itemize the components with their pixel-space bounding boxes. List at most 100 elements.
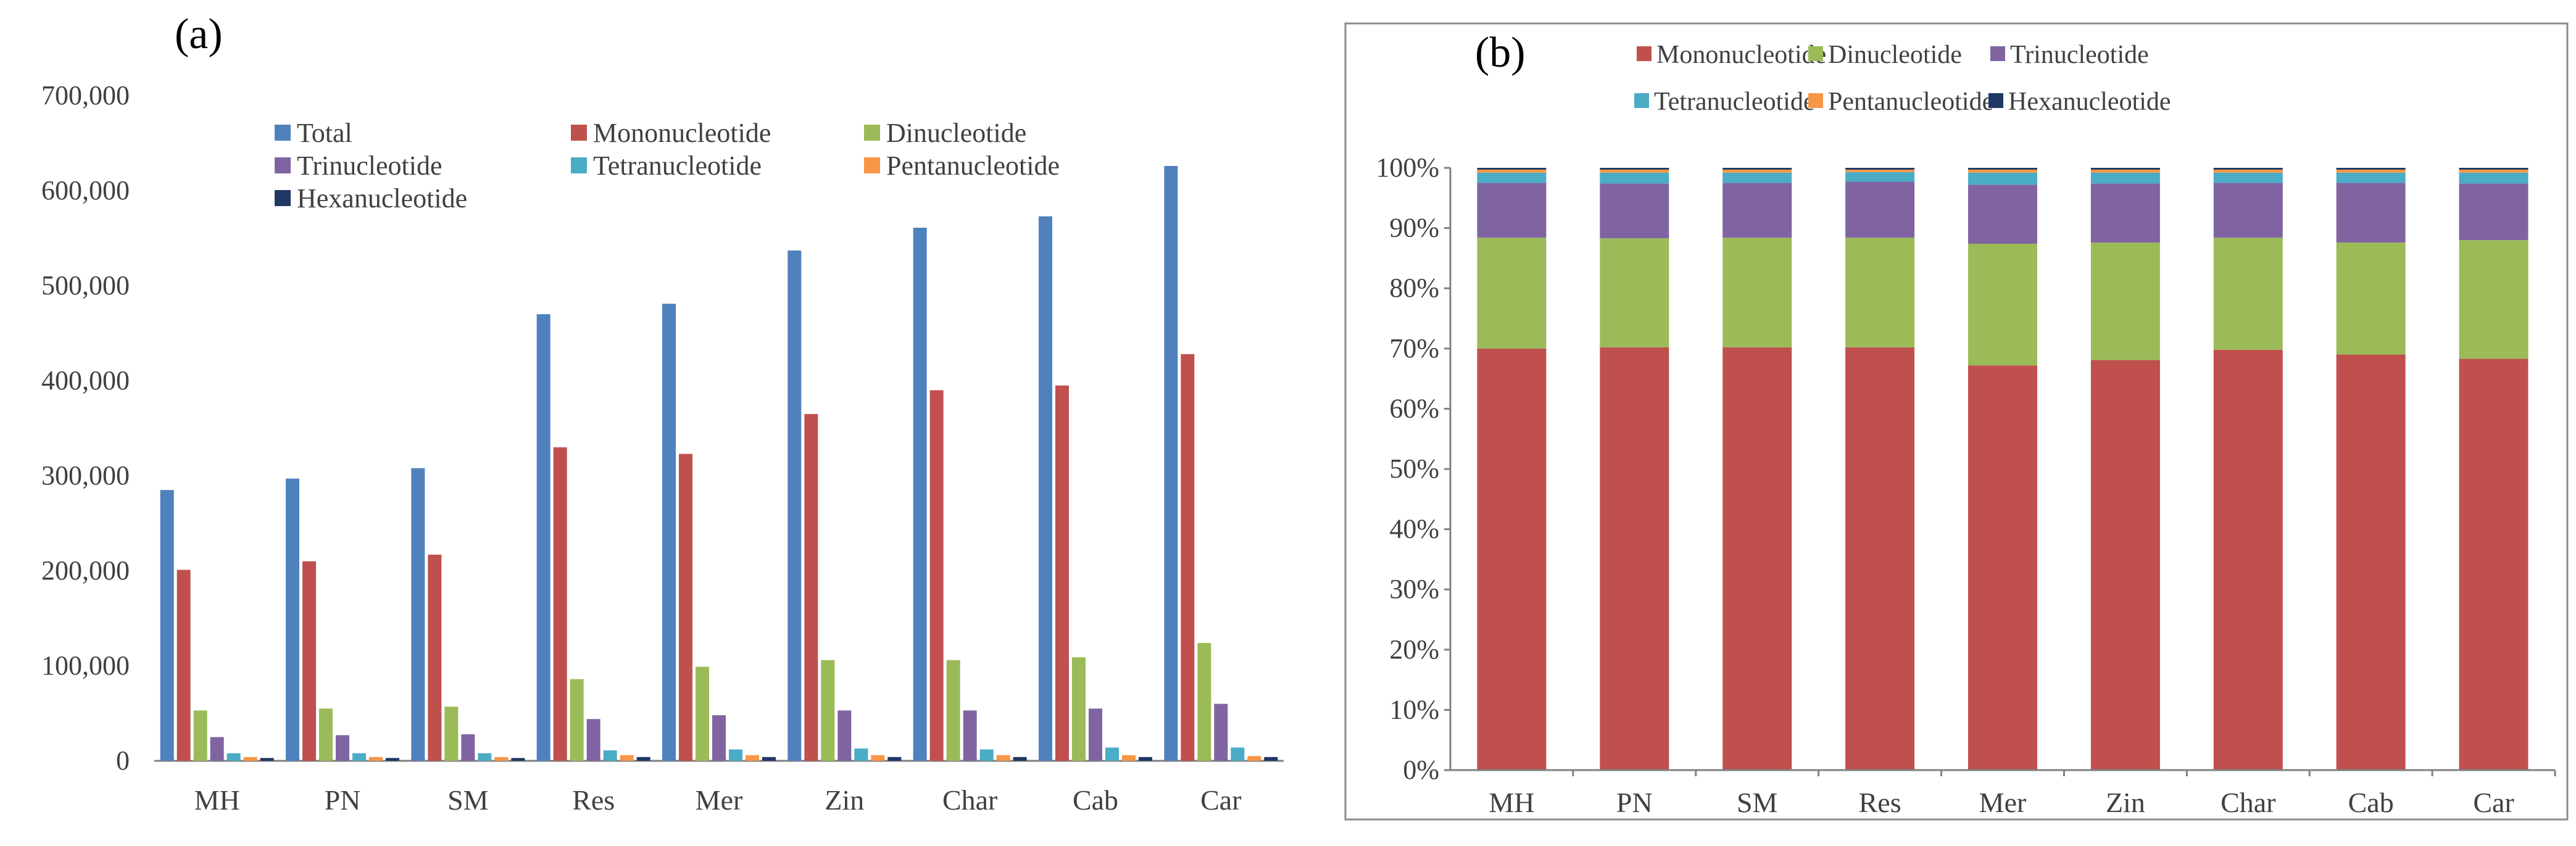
a-bar-pentanucleotide-mh <box>243 757 257 761</box>
b-ytick-label: 90% <box>1389 213 1439 243</box>
b-bar-tetranucleotide-pn <box>1600 172 1669 184</box>
a-bar-dinucleotide-mh <box>193 710 207 761</box>
panel-b-frame <box>1344 22 2569 821</box>
a-ytick-label: 700,000 <box>41 80 130 110</box>
b-bar-dinucleotide-zin <box>2090 243 2160 360</box>
b-bar-pentanucleotide-cab <box>2336 169 2406 173</box>
b-bar-trinucleotide-res <box>1845 181 1915 238</box>
a-bar-tetranucleotide-mer <box>729 749 742 761</box>
a-legend-swatch-mononucleotide <box>571 125 587 141</box>
a-bar-mononucleotide-cab <box>1055 385 1069 761</box>
b-bar-dinucleotide-mh <box>1477 238 1547 349</box>
b-bar-mononucleotide-cab <box>2336 354 2406 770</box>
a-bar-pentanucleotide-pn <box>369 757 383 761</box>
a-legend-label-trinucleotide: Trinucleotide <box>297 151 442 181</box>
a-x-tick-label: Car <box>1200 784 1241 816</box>
b-ytick-label: 100% <box>1376 152 1439 183</box>
a-bar-pentanucleotide-mer <box>746 755 759 761</box>
a-bar-tetranucleotide-res <box>603 750 617 761</box>
b-bar-trinucleotide-char <box>2213 183 2283 238</box>
a-legend-label-pentanucleotide: Pentanucleotide <box>886 151 1060 181</box>
b-bar-hexanucleotide-char <box>2213 168 2283 170</box>
a-bar-trinucleotide-pn <box>336 735 349 761</box>
a-bar-hexanucleotide-car <box>1264 757 1278 761</box>
b-bar-dinucleotide-car <box>2459 240 2528 359</box>
b-bar-trinucleotide-pn <box>1600 183 1669 239</box>
b-bar-mononucleotide-sm <box>1722 347 1792 770</box>
b-bar-tetranucleotide-mh <box>1477 172 1547 183</box>
a-bar-mononucleotide-car <box>1181 354 1195 761</box>
a-legend-swatch-total <box>275 125 291 141</box>
b-bar-pentanucleotide-res <box>1845 169 1915 172</box>
b-bar-pentanucleotide-pn <box>1600 169 1669 173</box>
b-legend-swatch-mononucleotide <box>1637 46 1652 61</box>
a-legend-label-total: Total <box>297 118 352 148</box>
b-x-tick-label: PN <box>1616 787 1653 818</box>
a-bar-dinucleotide-zin <box>821 660 835 761</box>
b-bar-trinucleotide-car <box>2459 183 2528 241</box>
b-bar-dinucleotide-cab <box>2336 243 2406 355</box>
b-bar-hexanucleotide-zin <box>2090 168 2160 170</box>
b-bar-hexanucleotide-res <box>1845 168 1915 170</box>
a-bar-mononucleotide-mh <box>177 570 191 761</box>
a-bar-trinucleotide-cab <box>1089 708 1102 761</box>
a-x-tick-label: Cab <box>1073 784 1118 816</box>
b-bar-mononucleotide-char <box>2213 349 2283 770</box>
a-bar-dinucleotide-car <box>1197 643 1211 761</box>
panel-b-chart: (b) 0% 10% 20% 30% 40% 50% 60% 70% 80% 90% 100% MH… <box>1344 22 2569 821</box>
a-bar-trinucleotide-car <box>1214 703 1228 761</box>
a-x-tick-label: Zin <box>825 784 864 816</box>
a-legend-swatch-dinucleotide <box>864 125 880 141</box>
a-bar-mononucleotide-zin <box>804 413 818 761</box>
b-bar-tetranucleotide-car <box>2459 172 2528 184</box>
b-bar-tetranucleotide-char <box>2213 172 2283 183</box>
b-ytick-label: 0% <box>1403 755 1439 785</box>
b-bar-tetranucleotide-zin <box>2090 172 2160 184</box>
a-legend-label-dinucleotide: Dinucleotide <box>886 118 1026 148</box>
b-bar-trinucleotide-sm <box>1722 183 1792 238</box>
b-legend-label-trinucleotide: Trinucleotide <box>2010 41 2149 69</box>
b-ytick-label: 30% <box>1389 574 1439 604</box>
b-ytick-label: 50% <box>1389 454 1439 484</box>
b-legend-label-pentanucleotide: Pentanucleotide <box>1828 88 1993 116</box>
a-bar-dinucleotide-mer <box>696 666 709 761</box>
b-ytick-label: 70% <box>1389 333 1439 363</box>
b-x-tick-label: SM <box>1737 787 1777 818</box>
b-x-tick-label: Res <box>1859 787 1901 818</box>
a-x-tick-label: MH <box>194 784 240 816</box>
b-bar-tetranucleotide-cab <box>2336 172 2406 183</box>
a-bar-hexanucleotide-pn <box>386 758 399 761</box>
a-bar-pentanucleotide-cab <box>1122 755 1136 761</box>
a-bar-total-mh <box>160 490 174 761</box>
a-bar-tetranucleotide-zin <box>854 748 868 761</box>
b-bar-hexanucleotide-cab <box>2336 168 2406 170</box>
a-bar-total-res <box>536 314 551 761</box>
a-bar-hexanucleotide-zin <box>887 757 902 761</box>
a-bar-total-cab <box>1039 216 1052 761</box>
a-bar-tetranucleotide-char <box>979 749 994 761</box>
a-legend-swatch-hexanucleotide <box>275 190 291 206</box>
a-bar-dinucleotide-sm <box>444 707 459 761</box>
a-legend-label-hexanucleotide: Hexanucleotide <box>297 183 467 214</box>
a-bar-pentanucleotide-car <box>1247 756 1261 761</box>
a-bar-trinucleotide-mh <box>210 737 224 761</box>
b-bar-mononucleotide-mer <box>1968 365 2037 770</box>
a-bar-hexanucleotide-char <box>1013 757 1027 761</box>
a-bar-mononucleotide-mer <box>679 454 692 761</box>
a-bar-hexanucleotide-res <box>636 757 650 761</box>
b-legend-swatch-hexanucleotide <box>1988 93 2003 108</box>
a-bar-dinucleotide-char <box>946 660 960 761</box>
b-bar-hexanucleotide-sm <box>1722 168 1792 170</box>
b-ytick-label: 10% <box>1389 694 1439 724</box>
b-bar-dinucleotide-sm <box>1722 238 1792 347</box>
a-legend-label-mononucleotide: Mononucleotide <box>593 118 771 148</box>
b-bar-tetranucleotide-res <box>1845 172 1915 182</box>
b-legend-label-dinucleotide: Dinucleotide <box>1828 41 1962 69</box>
a-bar-pentanucleotide-zin <box>871 755 885 761</box>
panel-b-label: (b) <box>1475 29 1526 77</box>
b-bar-pentanucleotide-sm <box>1722 169 1792 173</box>
a-bar-trinucleotide-res <box>586 719 600 761</box>
b-x-tick-label: Car <box>2473 787 2514 818</box>
b-bar-dinucleotide-pn <box>1600 238 1669 347</box>
a-bar-mononucleotide-pn <box>302 561 316 761</box>
